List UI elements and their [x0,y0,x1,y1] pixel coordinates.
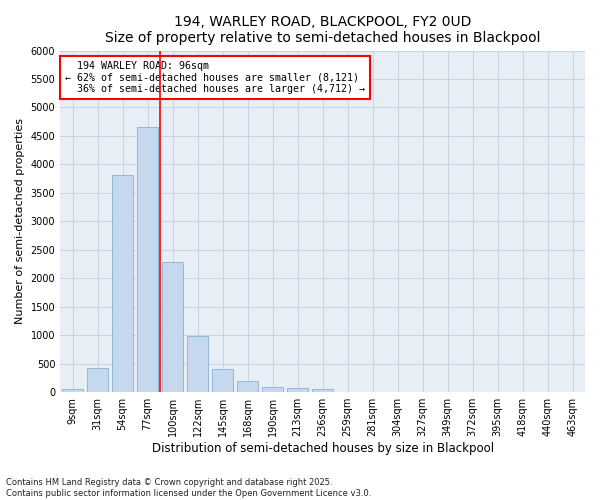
X-axis label: Distribution of semi-detached houses by size in Blackpool: Distribution of semi-detached houses by … [152,442,494,455]
Text: 194 WARLEY ROAD: 96sqm
← 62% of semi-detached houses are smaller (8,121)
  36% o: 194 WARLEY ROAD: 96sqm ← 62% of semi-det… [65,61,365,94]
Bar [62,390,83,392]
Bar [262,386,283,392]
Bar [212,370,233,392]
Bar [287,388,308,392]
Bar [237,381,258,392]
Bar [137,128,158,392]
Text: Contains HM Land Registry data © Crown copyright and database right 2025.
Contai: Contains HM Land Registry data © Crown c… [6,478,371,498]
Bar [162,262,183,392]
Bar [112,174,133,392]
Bar [87,368,108,392]
Bar [312,390,333,392]
Title: 194, WARLEY ROAD, BLACKPOOL, FY2 0UD
Size of property relative to semi-detached : 194, WARLEY ROAD, BLACKPOOL, FY2 0UD Siz… [105,15,541,45]
Y-axis label: Number of semi-detached properties: Number of semi-detached properties [15,118,25,324]
Bar [187,336,208,392]
